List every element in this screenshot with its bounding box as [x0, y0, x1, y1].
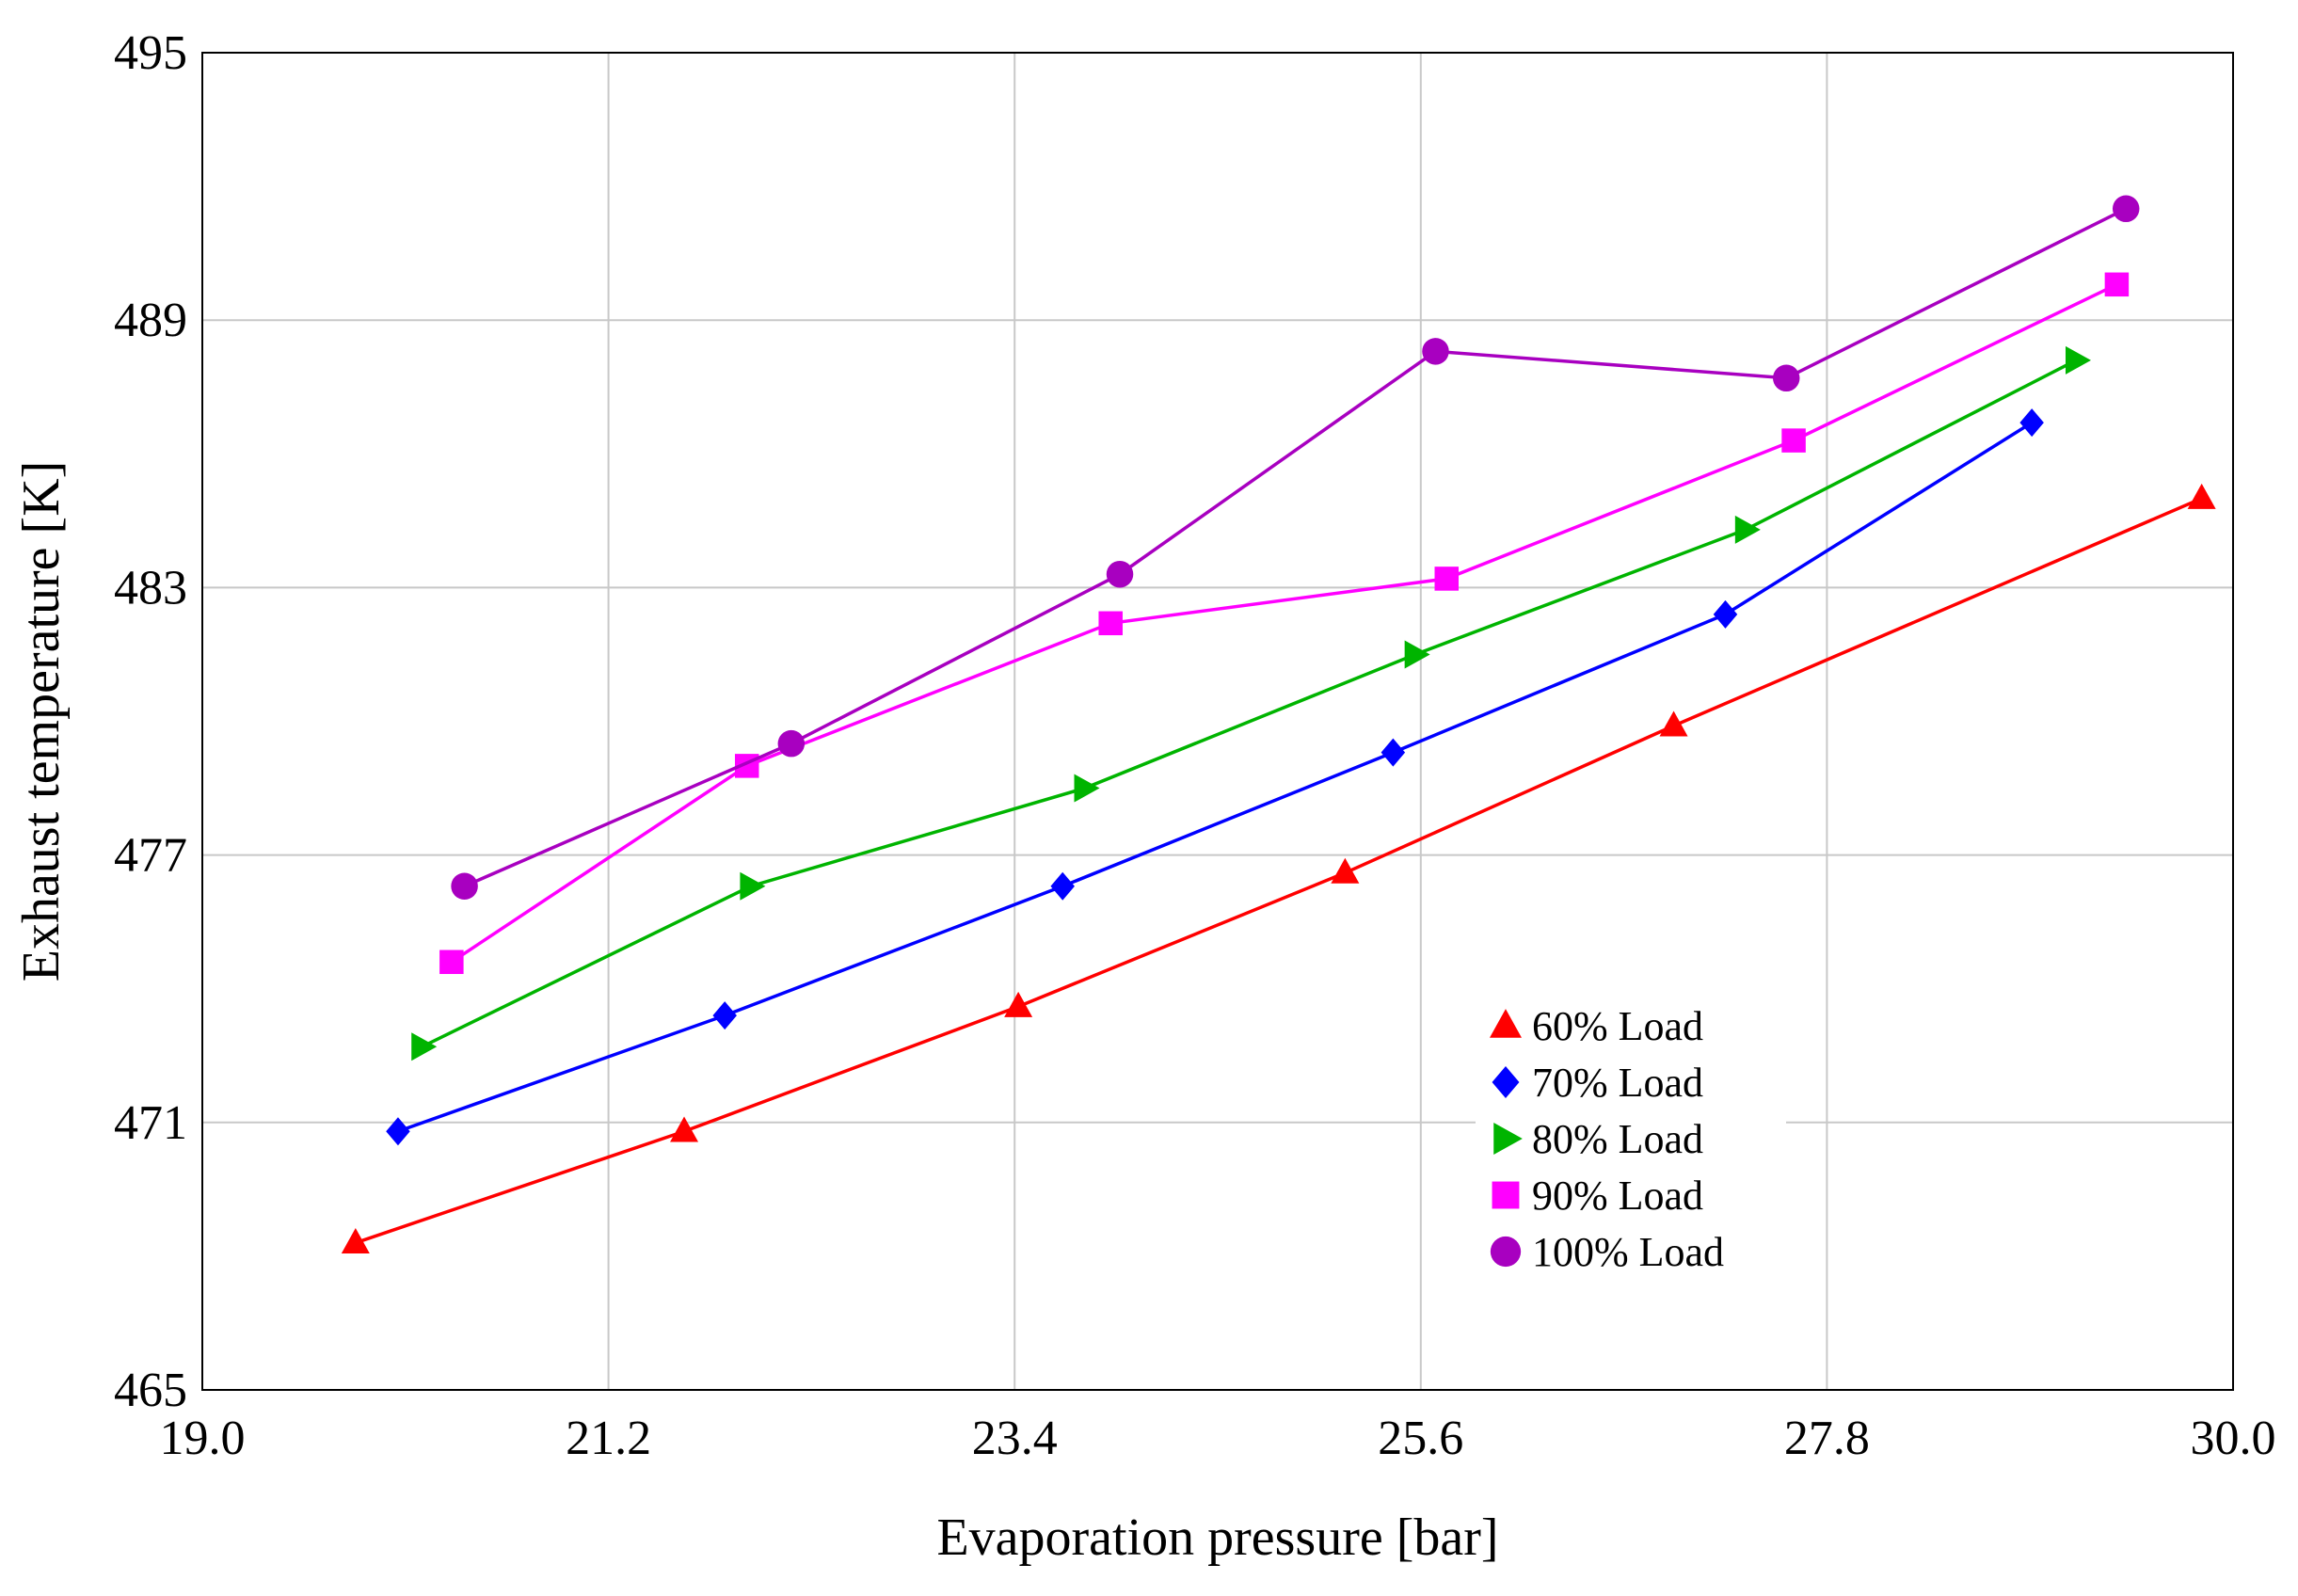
series-90-load: [439, 272, 2130, 975]
data-point: [1734, 515, 1761, 544]
data-point: [2065, 345, 2091, 375]
data-point: [1380, 738, 1406, 767]
series-80-load: [411, 345, 2091, 1061]
data-point: [386, 1117, 410, 1146]
legend-marker: [1492, 1066, 1520, 1098]
legend-marker: [1490, 1236, 1522, 1268]
data-point: [1781, 428, 1806, 453]
data-point: [1434, 567, 1460, 591]
series-line: [421, 359, 2078, 1048]
x-tick-label: 25.6: [1378, 1412, 1463, 1465]
data-point: [411, 1032, 438, 1061]
x-tick-label: 27.8: [1784, 1412, 1870, 1465]
y-tick-label: 477: [114, 829, 187, 883]
series-line: [355, 497, 2203, 1245]
data-point: [777, 729, 806, 758]
legend-label: 100% Load: [1532, 1229, 1724, 1275]
data-point: [1772, 364, 1800, 392]
y-tick-label: 465: [114, 1364, 187, 1417]
data-point: [1331, 857, 1360, 884]
data-point: [1713, 599, 1738, 629]
data-point: [2112, 195, 2140, 223]
y-tick-label: 495: [114, 26, 187, 80]
series-group: [341, 195, 2216, 1253]
legend-background: [1476, 992, 1786, 1284]
x-tick-label: 30.0: [2191, 1412, 2276, 1465]
series-line: [450, 282, 2118, 964]
legend: 60% Load 70% Load 80% Load 90% Load 100% Loa…: [1476, 992, 1786, 1284]
x-tick-label: 19.0: [160, 1412, 246, 1465]
data-point: [712, 1001, 737, 1030]
x-axis-title: Evaporation pressure [bar]: [936, 1508, 1498, 1567]
y-tick-label: 489: [114, 294, 187, 347]
grid: [202, 53, 2233, 1390]
series-line: [463, 207, 2127, 888]
data-point: [1098, 611, 1123, 636]
y-tick-label: 483: [114, 561, 187, 614]
data-point: [1074, 774, 1100, 803]
data-point: [1659, 710, 1688, 737]
legend-label: 70% Load: [1532, 1060, 1703, 1106]
data-point: [2019, 408, 2044, 438]
series-100-load: [451, 195, 2140, 901]
legend-marker: [1493, 1123, 1523, 1155]
y-tick-label: 471: [114, 1096, 187, 1150]
data-point: [341, 1227, 370, 1253]
legend-label: 90% Load: [1532, 1173, 1703, 1219]
y-axis-title: Exhaust temperature [K]: [12, 461, 71, 982]
data-point: [1404, 640, 1430, 669]
plot-area-border: [201, 52, 2234, 1391]
legend-marker: [1490, 1009, 1522, 1038]
data-point: [1106, 560, 1134, 588]
data-point: [1050, 871, 1075, 901]
series-70-load: [386, 408, 2044, 1146]
data-point: [1422, 338, 1449, 365]
x-tick-label: 23.4: [972, 1412, 1058, 1465]
legend-label: 60% Load: [1532, 1003, 1703, 1049]
series-line: [397, 421, 2034, 1133]
data-point: [451, 872, 478, 901]
data-point: [439, 950, 464, 975]
legend-label: 80% Load: [1532, 1116, 1703, 1162]
data-point: [670, 1116, 699, 1142]
data-point: [1004, 991, 1033, 1017]
tick-labels: 19.0 21.2 23.4 25.6 27.8 30.0 465 471 477 483 489 4…: [114, 26, 2276, 1465]
x-tick-label: 21.2: [566, 1412, 651, 1465]
data-point: [2187, 483, 2216, 509]
series-60-load: [341, 483, 2216, 1253]
data-point: [2104, 272, 2130, 297]
legend-marker: [1492, 1181, 1520, 1209]
data-point: [740, 871, 766, 901]
